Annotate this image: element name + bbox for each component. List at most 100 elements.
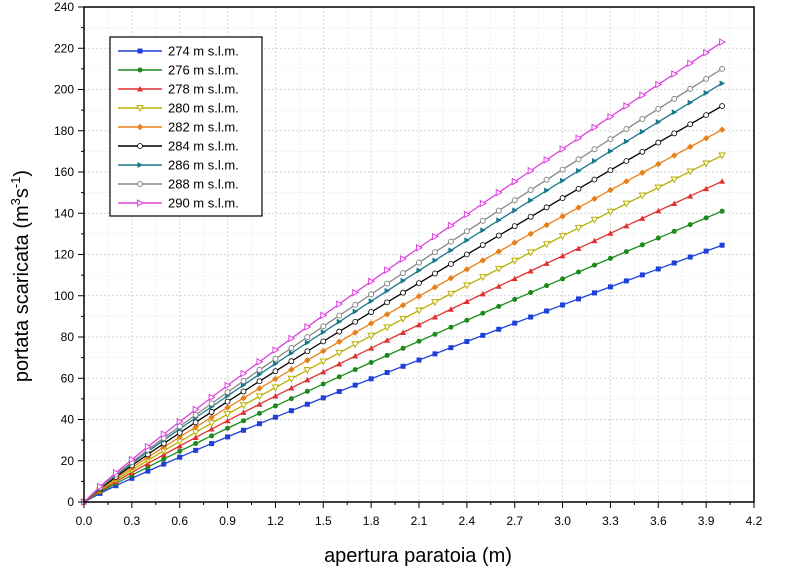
series-marker [400,363,406,369]
series-marker [256,421,262,427]
series-marker [655,235,661,241]
series-marker [607,284,613,290]
series-marker [240,394,247,402]
y-tick-label: 220 [54,41,74,55]
series-marker [288,396,294,402]
series-marker [655,118,662,125]
series-marker [287,375,296,383]
series-marker [527,166,535,175]
series-marker [687,222,693,228]
series-marker [575,204,582,211]
series-marker [655,266,661,272]
series-marker [543,204,550,211]
axis-ticks: 0.0 0.3 0.6 0.9 1.2 1.5 1.8 2.1 2.4 2.7 3.0 3.3 3.6 3… [54,0,763,528]
series-marker [161,456,167,462]
series-marker [288,350,295,357]
series-marker [416,243,424,252]
series-marker [193,440,199,446]
series-marker [271,384,280,392]
legend-marker [136,123,144,131]
series-marker [304,339,311,346]
series-marker [320,368,327,375]
series-marker [272,355,279,362]
series-marker [527,267,534,274]
series-marker [464,339,470,345]
y-tick-label: 0 [67,495,74,509]
series-marker [400,345,406,351]
series-marker [495,283,502,289]
series-marker [496,303,502,309]
series-marker [415,307,423,315]
series-marker [272,414,278,420]
series-marker [623,249,629,255]
series-marker [591,146,598,153]
series-marker [591,123,599,132]
series-marker [719,242,725,248]
series-marker [607,255,613,261]
legend-item: 278 m s.l.m. [118,82,239,97]
series-marker [479,199,487,208]
series-marker [384,370,390,376]
series-marker [542,241,551,249]
legend-item: 290 m s.l.m. [118,196,239,211]
legend-marker [137,162,143,168]
series-marker [368,298,375,305]
series-marker [511,223,518,230]
series-marker [272,375,279,383]
legend-item: 288 m s.l.m. [118,177,239,192]
series-marker [655,80,663,89]
series-marker [256,401,263,407]
series-marker [320,347,327,355]
series-marker [494,265,503,273]
series-marker [638,192,647,200]
x-tick-label: 0.9 [219,514,236,528]
series-marker [544,308,550,314]
series-marker [719,80,726,87]
series-marker [590,216,599,224]
series-marker [128,455,136,464]
series-marker [574,224,583,232]
series-marker [288,366,295,373]
series-marker [272,393,279,399]
series-marker [607,148,614,155]
series-marker [224,389,231,396]
series-marker [670,176,679,184]
series-marker [719,103,725,109]
x-tick-label: 2.1 [411,514,428,528]
series-marker [575,156,582,163]
series-marker [639,148,646,155]
series-marker [384,337,391,343]
series-marker [399,315,407,323]
series-marker [192,411,199,418]
series-marker [208,400,215,407]
series-marker [528,290,534,296]
series-marker [639,115,646,122]
series-marker [591,176,598,183]
y-tick-label: 100 [54,289,74,303]
series-marker [336,328,343,335]
series-marker [209,441,215,447]
series-marker [639,215,646,221]
series-marker [208,426,215,432]
series-marker [335,349,344,357]
series-marker [511,275,518,282]
series-marker [559,252,566,259]
series-marker [671,200,678,206]
series-marker [415,293,423,300]
series-marker [431,232,439,241]
series-marker [352,367,358,373]
legend-item: 276 m s.l.m. [118,63,239,78]
series-marker [352,318,359,325]
legend-label: 288 m s.l.m. [168,177,239,192]
series-marker [623,158,630,164]
series-marker [686,168,695,176]
series-marker [495,188,503,197]
series-marker [208,414,215,421]
series-marker [112,468,120,477]
series-marker [576,167,582,174]
series-marker [368,360,374,366]
series-marker [240,369,248,378]
series-marker [351,329,359,336]
series-marker [176,443,183,449]
y-tick-label: 240 [54,0,74,14]
